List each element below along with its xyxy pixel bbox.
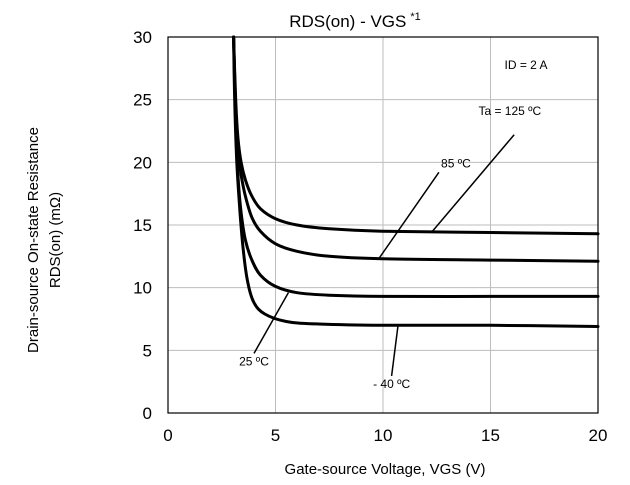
annotation-label: - 40 ºC [373,377,410,391]
annotation-leader-line [431,134,515,232]
annotation-label: 85 ºC [441,156,471,170]
series-minus40c-curve [232,35,600,328]
condition-label: ID = 2 A [504,58,547,72]
y-tick-label: 20 [133,153,152,172]
annotation-label: 25 ºC [239,354,269,368]
series-curves [232,35,600,328]
x-tick-label: 15 [481,426,500,445]
x-tick-label: 5 [271,426,280,445]
tick-labels: 0 5 10 15 20 0 5 10 15 20 25 30 [133,28,607,445]
y-axis-label-line2: RDS(on) (mΩ) [47,192,64,288]
y-tick-label: 0 [143,404,152,423]
chart-title: RDS(on) - VGS *1 [289,11,421,31]
y-tick-label: 25 [133,91,152,110]
y-tick-label: 15 [133,216,152,235]
x-axis-label: Gate-source Voltage, VGS (V) [285,461,486,478]
plot-frame [167,36,599,414]
y-tick-label: 5 [143,341,152,360]
y-axis-label-line1: Drain-source On-state Resistance [25,127,42,353]
annotation-leader-line [253,292,290,354]
series-25c-curve [232,35,600,298]
x-tick-label: 0 [163,426,172,445]
grid-lines [168,37,598,413]
annotation-labels: Ta = 125 ºC 85 ºC 25 ºC - 40 ºC [239,104,541,391]
annotation-leader-line [378,171,440,260]
title-superscript: *1 [410,11,420,23]
annotation-label: Ta = 125 ºC [478,104,541,118]
y-tick-label: 10 [133,279,152,298]
annotation-leader-line [390,325,399,377]
x-tick-label: 20 [589,426,608,445]
annotation-leaders [253,134,515,377]
x-tick-label: 10 [374,426,393,445]
y-tick-label: 30 [133,28,152,47]
